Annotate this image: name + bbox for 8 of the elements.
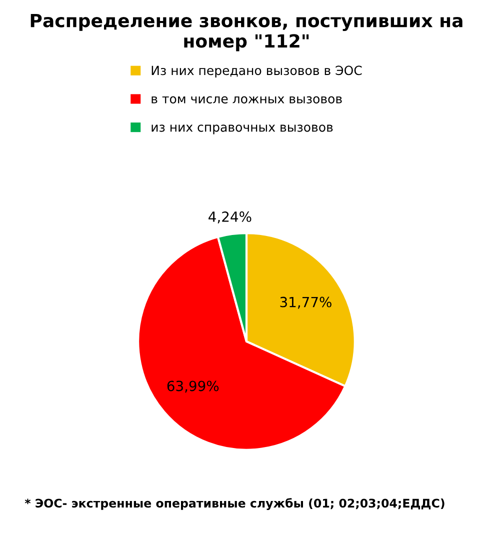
text: * ЭОС- экстренные оперативные службы (01; 02;03;04;ЕДДС) bbox=[24, 498, 444, 510]
data-label: 4,24% bbox=[208, 211, 252, 224]
chart-title: Распределение звонков, поступивших на номер "112" bbox=[30, 14, 462, 52]
legend-label: в том числе ложных вызовов bbox=[152, 96, 342, 104]
data-label: 63,99% bbox=[167, 380, 219, 393]
legend-label: Из них передано вызовов в ЭОС bbox=[152, 66, 362, 78]
legend-label: из них справочных вызовов bbox=[152, 124, 333, 134]
data-label: 31,77% bbox=[280, 296, 332, 309]
